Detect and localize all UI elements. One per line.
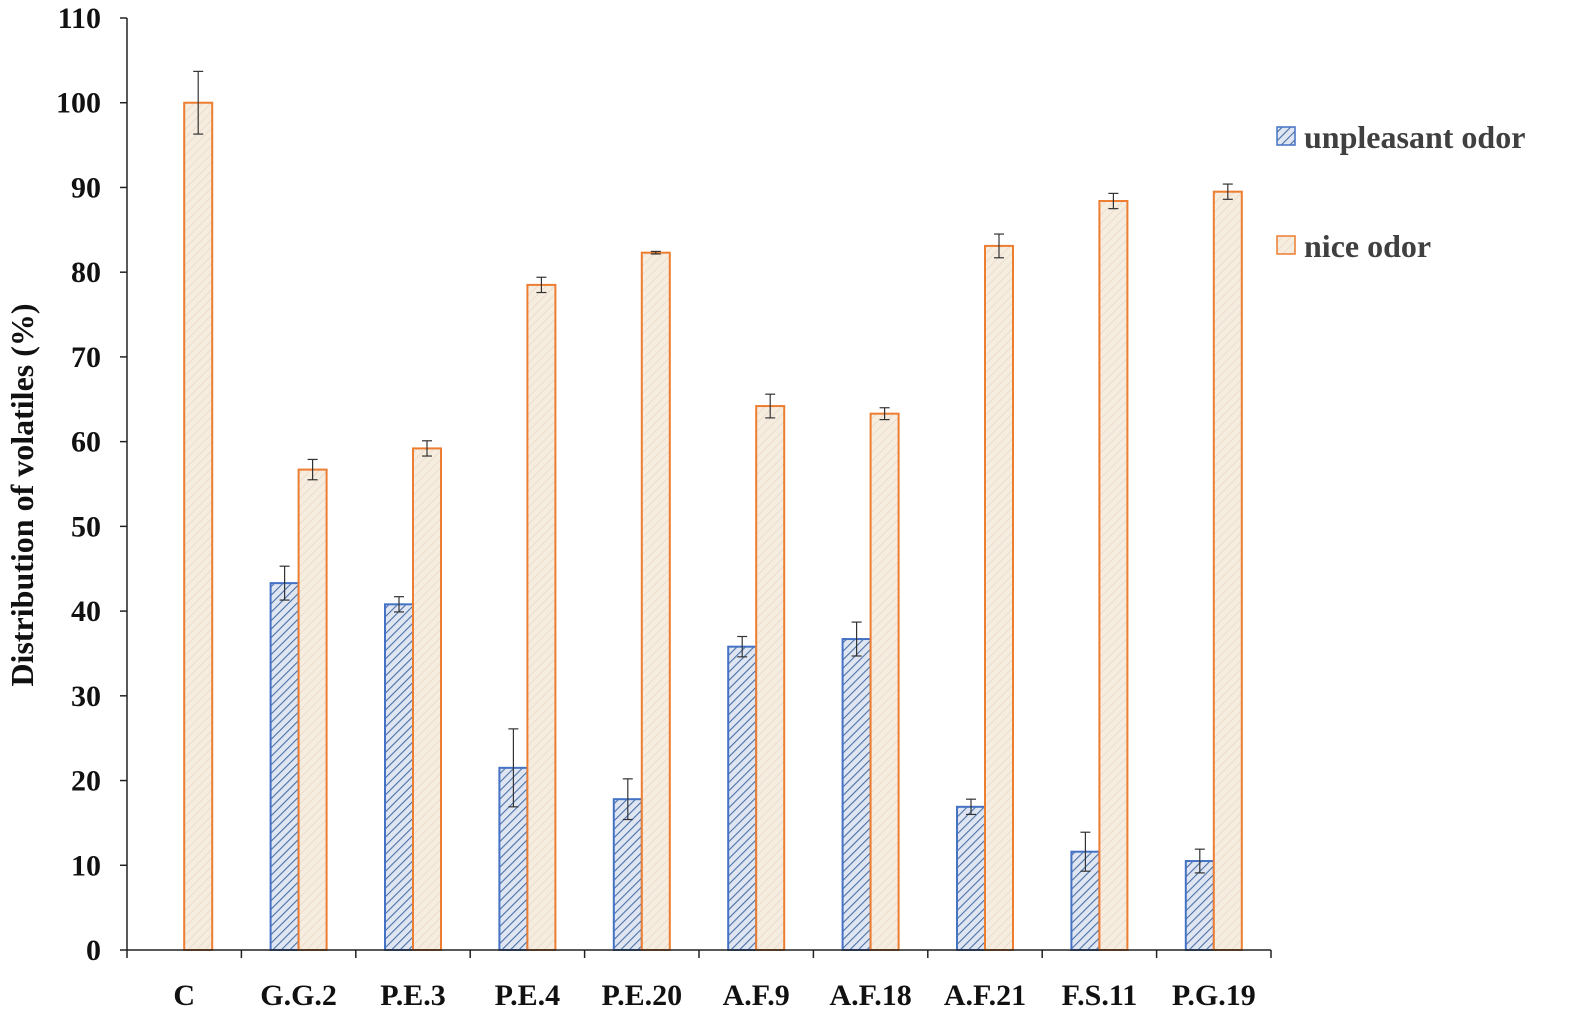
legend-swatch-unpleasant-odor: [1276, 126, 1296, 146]
legend: unpleasant odor nice odor: [1276, 119, 1525, 264]
bar-nice-odor: [183, 101, 214, 951]
y-tick-label: 90: [71, 171, 101, 204]
legend-label-nice-odor: nice odor: [1304, 228, 1431, 264]
bar-nice-odor: [412, 447, 442, 951]
y-tick-label: 70: [71, 341, 101, 374]
y-tick-label: 50: [71, 510, 101, 543]
y-tick-label: 0: [86, 934, 101, 967]
x-tick-label: A.F.18: [829, 979, 911, 1012]
y-tick-label: 10: [71, 849, 101, 882]
x-tick-label: A.F.9: [723, 979, 790, 1012]
bar-unpleasant-odor: [612, 798, 643, 951]
bar-unpleasant-odor: [727, 645, 758, 952]
bar-nice-odor: [640, 251, 671, 952]
bar-unpleasant-odor: [1184, 860, 1215, 952]
legend-item-nice-odor: nice odor: [1276, 228, 1431, 264]
bar-nice-odor: [526, 283, 557, 951]
bar-unpleasant-odor: [269, 582, 300, 951]
x-tick-label: P.E.4: [495, 979, 561, 1012]
x-tick-label: G.G.2: [260, 979, 337, 1012]
x-tick-label: C: [173, 979, 195, 1012]
x-tick-label: P.E.3: [380, 979, 446, 1012]
y-tick-label: 100: [56, 87, 101, 120]
x-tick-label: F.S.11: [1062, 979, 1138, 1012]
y-tick-label: 40: [71, 595, 101, 628]
bar-nice-odor: [297, 468, 328, 951]
y-tick-label: 20: [71, 765, 101, 798]
y-tick-label: 60: [71, 426, 101, 459]
y-axis-title: Distribution of volatiles (%): [4, 303, 40, 686]
bar-nice-odor: [1098, 200, 1129, 951]
x-tick-label: P.G.19: [1172, 979, 1256, 1012]
bar-nice-odor: [869, 412, 900, 951]
bar-nice-odor: [755, 405, 786, 951]
y-tick-label: 30: [71, 680, 101, 713]
legend-label-unpleasant-odor: unpleasant odor: [1304, 119, 1525, 155]
y-tick-label: 110: [58, 2, 101, 35]
bar-nice-odor: [1212, 190, 1243, 951]
legend-swatch-nice-odor: [1276, 235, 1296, 255]
bar-unpleasant-odor: [956, 805, 986, 951]
bar-unpleasant-odor: [384, 603, 414, 952]
legend-item-unpleasant-odor: unpleasant odor: [1276, 119, 1525, 155]
x-tick-label: P.E.20: [602, 979, 683, 1012]
x-tick-label: A.F.21: [944, 979, 1026, 1012]
bar-unpleasant-odor: [841, 638, 872, 951]
y-tick-label: 80: [71, 256, 101, 289]
bar-nice-odor: [984, 244, 1014, 951]
